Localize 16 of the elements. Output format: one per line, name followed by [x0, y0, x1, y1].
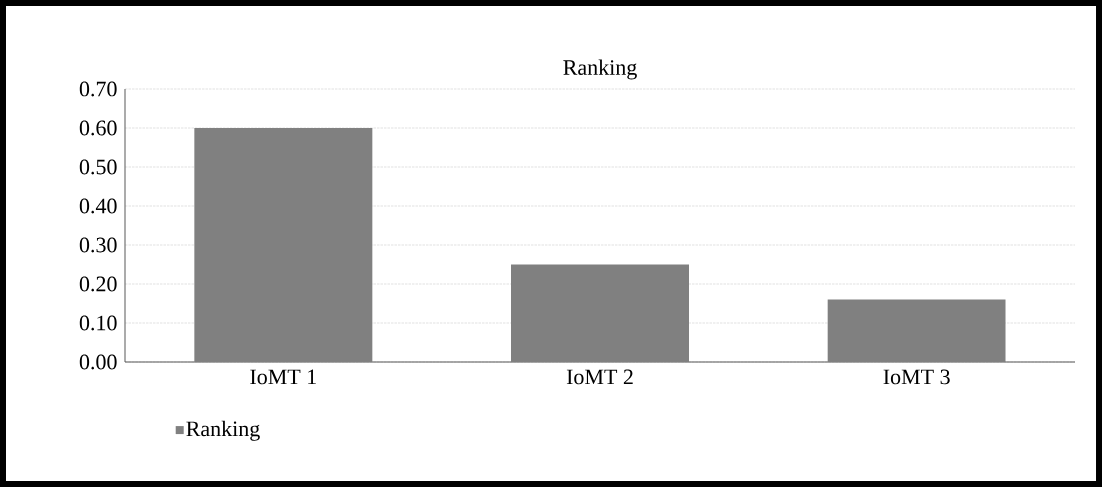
bar	[511, 264, 690, 362]
y-tick-label: 0.70	[79, 81, 117, 97]
bar	[827, 299, 1006, 362]
y-tick-label: 0.20	[79, 276, 117, 292]
y-tick-label: 0.30	[79, 237, 117, 253]
y-tick-label: 0.40	[79, 198, 117, 214]
x-tick-label: IoMT 1	[250, 369, 316, 385]
bar	[194, 128, 373, 362]
y-tick-label: 0.10	[79, 315, 117, 331]
x-tick-label: IoMT 2	[566, 369, 633, 385]
chart-title: Ranking	[563, 59, 637, 80]
y-tick-label: 0.00	[79, 354, 117, 370]
y-tick-label: 0.50	[79, 159, 117, 175]
y-tick-label: 0.60	[79, 120, 117, 136]
legend-label: Ranking	[186, 420, 260, 441]
x-tick-label: IoMT 3	[883, 369, 950, 385]
